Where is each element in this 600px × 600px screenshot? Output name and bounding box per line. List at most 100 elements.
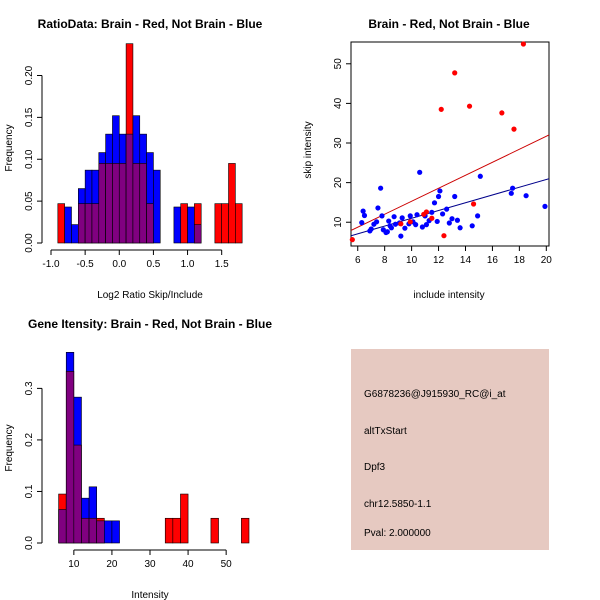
not-brain-point xyxy=(469,223,475,229)
scatter-panel: Brain - Red, Not Brain - Blue include in… xyxy=(303,17,552,301)
info-panel: G6878236@J915930_RC@i_at altTxStart Dpf3… xyxy=(351,349,549,550)
intensity-histogram-panel: Gene Itensity: Brain - Red, Not Brain - … xyxy=(4,317,272,600)
brain-point xyxy=(452,70,458,76)
not-brain-point xyxy=(429,209,435,215)
scatter-x-tick-label: 20 xyxy=(541,255,553,266)
brain-point xyxy=(423,209,430,215)
p1-brain-bar xyxy=(57,203,65,244)
scatter-x-tick-label: 6 xyxy=(355,255,361,266)
scatter-xlabel: include intensity xyxy=(413,290,484,301)
scatter-x-tick-label: 16 xyxy=(487,255,499,266)
p3-brain-bar xyxy=(241,517,250,544)
not-brain-point xyxy=(402,225,408,231)
p3-y-tick-label: 0.2 xyxy=(24,433,35,447)
brain-point xyxy=(466,103,473,109)
p3-x-tick-label: 30 xyxy=(144,559,156,570)
p1-not-brain-bar xyxy=(173,206,182,244)
p1-x-tick-label: -0.5 xyxy=(77,259,95,270)
p1-overlap-bar xyxy=(139,163,147,244)
not-brain-point xyxy=(454,217,461,223)
p1-y-tick-label: 0.05 xyxy=(24,191,35,211)
scatter-x-tick-label: 8 xyxy=(382,255,388,266)
p1-x-tick-label: -1.0 xyxy=(42,259,60,270)
brain-point xyxy=(438,106,444,112)
p1-x-tick-label: 1.5 xyxy=(215,259,229,270)
p3-x-tick-label: 20 xyxy=(106,559,118,570)
not-brain-point xyxy=(523,193,529,199)
p3-brain-bar xyxy=(180,493,189,544)
not-brain-point xyxy=(446,220,452,226)
not-brain-point xyxy=(431,200,438,206)
p3-brain-bar xyxy=(164,517,174,544)
not-brain-point xyxy=(414,212,420,218)
p1-brain-bar xyxy=(228,163,236,244)
not-brain-point xyxy=(360,208,366,214)
not-brain-point xyxy=(452,193,458,200)
scatter-title: Brain - Red, Not Brain - Blue xyxy=(368,17,530,31)
brain-point xyxy=(520,41,527,47)
gene-name-text: Dpf3 xyxy=(364,462,386,473)
pval-text: Pval: 2.000000 xyxy=(364,528,431,539)
not-brain-fit-line xyxy=(351,178,549,237)
p1-x-tick-label: 0.5 xyxy=(146,259,160,270)
not-brain-point xyxy=(449,216,455,222)
scatter-plot-box xyxy=(350,41,550,247)
scatter-x-tick-label: 10 xyxy=(406,255,418,266)
p3-not-brain-bar xyxy=(111,520,120,544)
p1-x-tick-label: 1.0 xyxy=(181,259,195,270)
not-brain-point xyxy=(368,226,374,232)
not-brain-point xyxy=(398,233,404,239)
p3-y-tick-label: 0.3 xyxy=(24,381,35,395)
intensity-histogram-xlabel: Intensity xyxy=(131,590,168,600)
p1-overlap-bar xyxy=(146,203,154,244)
not-brain-point xyxy=(419,224,425,230)
p3-overlap-bar xyxy=(88,517,97,544)
p3-y-tick-label: 0.1 xyxy=(24,484,35,498)
p3-brain-bar xyxy=(172,517,181,544)
p1-y-tick-label: 0.00 xyxy=(24,233,35,253)
p1-brain-bar xyxy=(180,203,188,244)
p1-overlap-bar xyxy=(112,163,120,244)
p1-not-brain-bar xyxy=(64,206,72,244)
not-brain-point xyxy=(361,212,368,219)
p1-overlap-bar xyxy=(91,203,100,244)
p3-y-tick-label: 0.0 xyxy=(24,536,35,550)
not-brain-point xyxy=(508,190,514,196)
not-brain-point xyxy=(434,218,440,225)
p1-overlap-bar xyxy=(194,224,202,244)
p1-overlap-bar xyxy=(98,163,106,244)
not-brain-point xyxy=(457,225,463,231)
not-brain-point xyxy=(407,213,413,219)
not-brain-point xyxy=(413,222,419,228)
brain-point xyxy=(470,201,477,207)
intensity-histogram-title: Gene Itensity: Brain - Red, Not Brain - … xyxy=(28,317,272,331)
p3-overlap-bar xyxy=(65,371,75,544)
p3-overlap-bar xyxy=(58,509,67,544)
brain-point xyxy=(429,215,435,221)
p3-x-tick-label: 10 xyxy=(68,559,80,570)
not-brain-point xyxy=(388,225,395,231)
p3-overlap-bar xyxy=(73,444,82,544)
not-brain-point xyxy=(386,218,392,224)
scatter-y-tick-label: 50 xyxy=(333,58,344,70)
p1-overlap-bar xyxy=(78,203,86,244)
not-brain-point xyxy=(437,188,443,194)
not-brain-point xyxy=(379,213,385,219)
not-brain-point xyxy=(435,193,442,200)
p1-brain-bar xyxy=(235,203,243,244)
p3-x-tick-label: 40 xyxy=(183,559,195,570)
location-text: chr12.5850-1.1 xyxy=(364,499,432,510)
brain-point xyxy=(441,233,447,239)
intensity-histogram-ylabel: Frequency xyxy=(4,424,15,471)
p1-not-brain-bar xyxy=(153,169,161,244)
not-brain-point xyxy=(384,229,390,235)
p3-overlap-bar xyxy=(96,520,105,544)
p1-not-brain-bar xyxy=(187,206,195,244)
scatter-x-tick-label: 12 xyxy=(433,255,445,266)
not-brain-point xyxy=(375,205,381,211)
brain-point xyxy=(499,110,505,116)
not-brain-point xyxy=(417,169,423,175)
p1-overlap-bar xyxy=(132,163,141,244)
scatter-y-tick-label: 10 xyxy=(333,216,344,228)
